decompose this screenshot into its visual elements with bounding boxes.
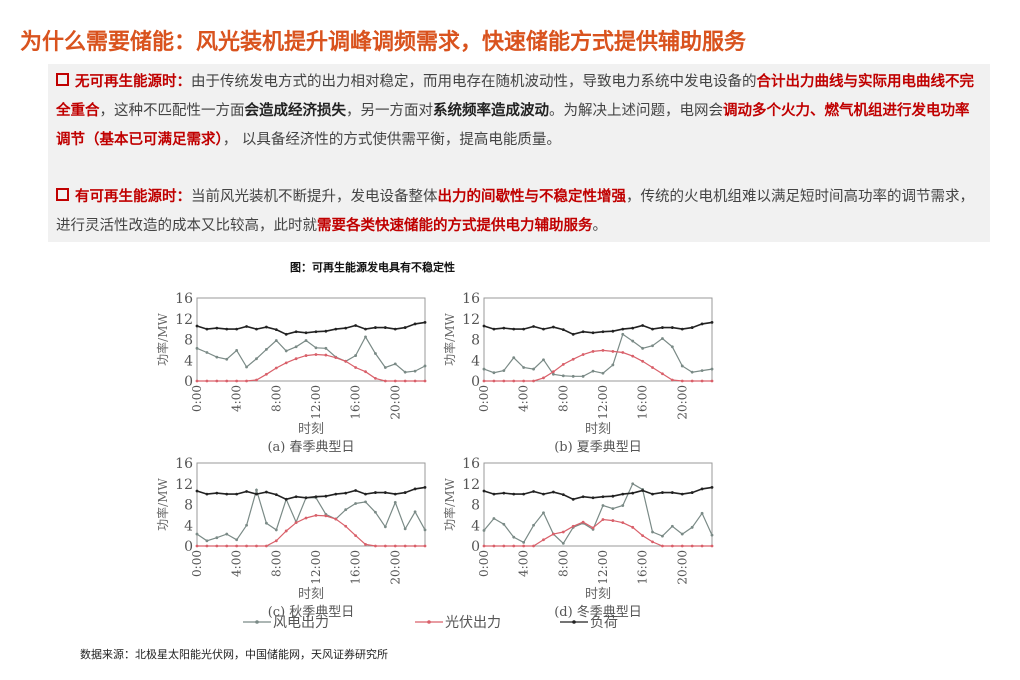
emphasis-text: 合计出力曲线与实际用电曲线不完全重合 [56,74,974,119]
chart-panel: 0 4 8 12 16 功率/MW 0:00 4:00 8:00 12:00 16:00 20:00 时… [442,456,714,620]
svg-text:12: 12 [175,477,193,493]
text-segment: 。 [592,218,608,234]
text-segment: ，这种不匹配性一方面 [99,103,245,119]
point-body: 由于传统发电方式的出力相对稳定，而用电存在随机波动性，导致电力系统中发电设备的合… [56,74,974,148]
page-title: 为什么需要储能：风光装机提升调峰调频需求，快速储能方式提供辅助服务 [20,30,747,55]
svg-text:20:00: 20:00 [675,550,689,585]
svg-text:(d) 冬季典型日: (d) 冬季典型日 [554,604,642,620]
svg-text:0: 0 [184,374,193,390]
svg-text:16: 16 [462,456,480,472]
svg-text:12: 12 [462,477,480,493]
svg-text:16:00: 16:00 [349,385,363,420]
text-segment: ，传统的火电机组难以满足短时间高功率的调节需求，进行灵活性改造的成本又比较高，此… [56,189,974,234]
chart-legend: 风电出力 光伏出力 负荷 [243,615,618,631]
text-segment: ， 以具备经济性的方式使供需平衡，提高电能质量。 [222,132,561,148]
svg-text:12: 12 [175,312,193,328]
text-segment: 由于传统发电方式的出力相对稳定，而用电存在随机波动性，导致电力系统中发电设备的 [191,74,757,90]
svg-text:4: 4 [184,518,193,534]
point-lead: 有可再生能源时： [75,189,191,205]
svg-text:16:00: 16:00 [636,385,650,420]
svg-text:风电出力: 风电出力 [273,615,329,631]
svg-text:0:00: 0:00 [190,385,204,412]
svg-text:12:00: 12:00 [596,385,610,420]
svg-text:8: 8 [471,333,480,349]
chart-panel: 0 4 8 12 16 功率/MW 0:00 4:00 8:00 12:00 16:00 20:00 时… [442,291,714,455]
svg-text:4:00: 4:00 [517,385,531,412]
svg-text:负荷: 负荷 [590,615,618,631]
emphasis-text: 调动多个火力、燃气机组进行发电功率调节（基本已可满足需求） [56,103,970,148]
svg-text:功率/MW: 功率/MW [442,313,457,366]
text-segment: 当前风光装机不断提升，发电设备整体 [191,189,438,205]
svg-text:8:00: 8:00 [556,550,570,577]
svg-text:(b) 夏季典型日: (b) 夏季典型日 [554,440,642,455]
svg-text:16: 16 [175,291,193,307]
svg-text:光伏出力: 光伏出力 [445,615,501,631]
svg-text:16:00: 16:00 [349,550,363,585]
svg-text:12:00: 12:00 [596,550,610,585]
svg-text:(a) 春季典型日: (a) 春季典型日 [267,440,354,455]
svg-text:时刻: 时刻 [298,422,324,437]
emphasis-text: 会造成经济损失 [244,103,347,119]
point-with-renewables: 有可再生能源时：当前风光装机不断提升，发电设备整体出力的间歇性与不稳定性增强，传… [56,183,978,241]
point-lead: 无可再生能源时： [75,74,191,90]
chart-panel: 0 4 8 12 16 功率/MW 0:00 4:00 8:00 12:00 16:00 20:00 时… [155,291,427,455]
svg-text:4: 4 [471,353,480,369]
emphasis-text: 需要各类快速储能的方式提供电力辅助服务 [317,218,593,234]
text-segment: ，另一方面对 [346,103,433,119]
svg-text:功率/MW: 功率/MW [155,478,170,531]
svg-text:8:00: 8:00 [556,385,570,412]
explanation-panel: 无可再生能源时：由于传统发电方式的出力相对稳定，而用电存在随机波动性，导致电力系… [48,64,990,242]
svg-text:8: 8 [471,498,480,514]
svg-text:0: 0 [471,539,480,555]
svg-text:8: 8 [184,498,193,514]
figure-caption: 图：可再生能源发电具有不稳定性 [290,261,455,274]
emphasis-text: 出力的间歇性与不稳定性增强 [437,189,627,205]
svg-text:20:00: 20:00 [388,550,402,585]
svg-text:时刻: 时刻 [585,422,611,437]
svg-text:4:00: 4:00 [517,550,531,577]
svg-text:(c) 秋季典型日: (c) 秋季典型日 [268,605,355,620]
svg-text:4: 4 [184,353,193,369]
point-body: 当前风光装机不断提升，发电设备整体出力的间歇性与不稳定性增强，传统的火电机组难以… [56,189,974,234]
svg-text:16: 16 [462,291,480,307]
svg-text:8:00: 8:00 [269,385,283,412]
svg-text:16:00: 16:00 [636,550,650,585]
emphasis-text: 系统频率造成波动 [433,103,549,119]
svg-text:4:00: 4:00 [230,385,244,412]
svg-text:功率/MW: 功率/MW [442,478,457,531]
svg-text:8:00: 8:00 [269,550,283,577]
svg-text:0:00: 0:00 [190,550,204,577]
svg-text:0: 0 [184,539,193,555]
text-segment: 。为解决上述问题，电网会 [549,103,723,119]
svg-text:12: 12 [462,312,480,328]
svg-text:12:00: 12:00 [309,550,323,585]
chart-panel: 0 4 8 12 16 功率/MW 0:00 4:00 8:00 12:00 16:00 20:00 时… [155,456,427,620]
data-source: 数据来源：北极星太阳能光伏网，中国储能网，天风证券研究所 [80,648,388,661]
svg-text:20:00: 20:00 [675,385,689,420]
svg-text:20:00: 20:00 [388,385,402,420]
svg-text:0:00: 0:00 [477,385,491,412]
svg-text:4: 4 [471,518,480,534]
point-no-renewables: 无可再生能源时：由于传统发电方式的出力相对稳定，而用电存在随机波动性，导致电力系… [56,68,978,155]
svg-text:12:00: 12:00 [309,385,323,420]
svg-text:4:00: 4:00 [230,550,244,577]
checkbox-bullet-icon [56,188,69,201]
svg-text:16: 16 [175,456,193,472]
svg-text:8: 8 [184,333,193,349]
svg-text:功率/MW: 功率/MW [155,313,170,366]
svg-text:时刻: 时刻 [298,587,324,602]
checkbox-bullet-icon [56,73,69,86]
svg-text:0:00: 0:00 [477,550,491,577]
svg-text:时刻: 时刻 [585,587,611,602]
svg-text:0: 0 [471,374,480,390]
